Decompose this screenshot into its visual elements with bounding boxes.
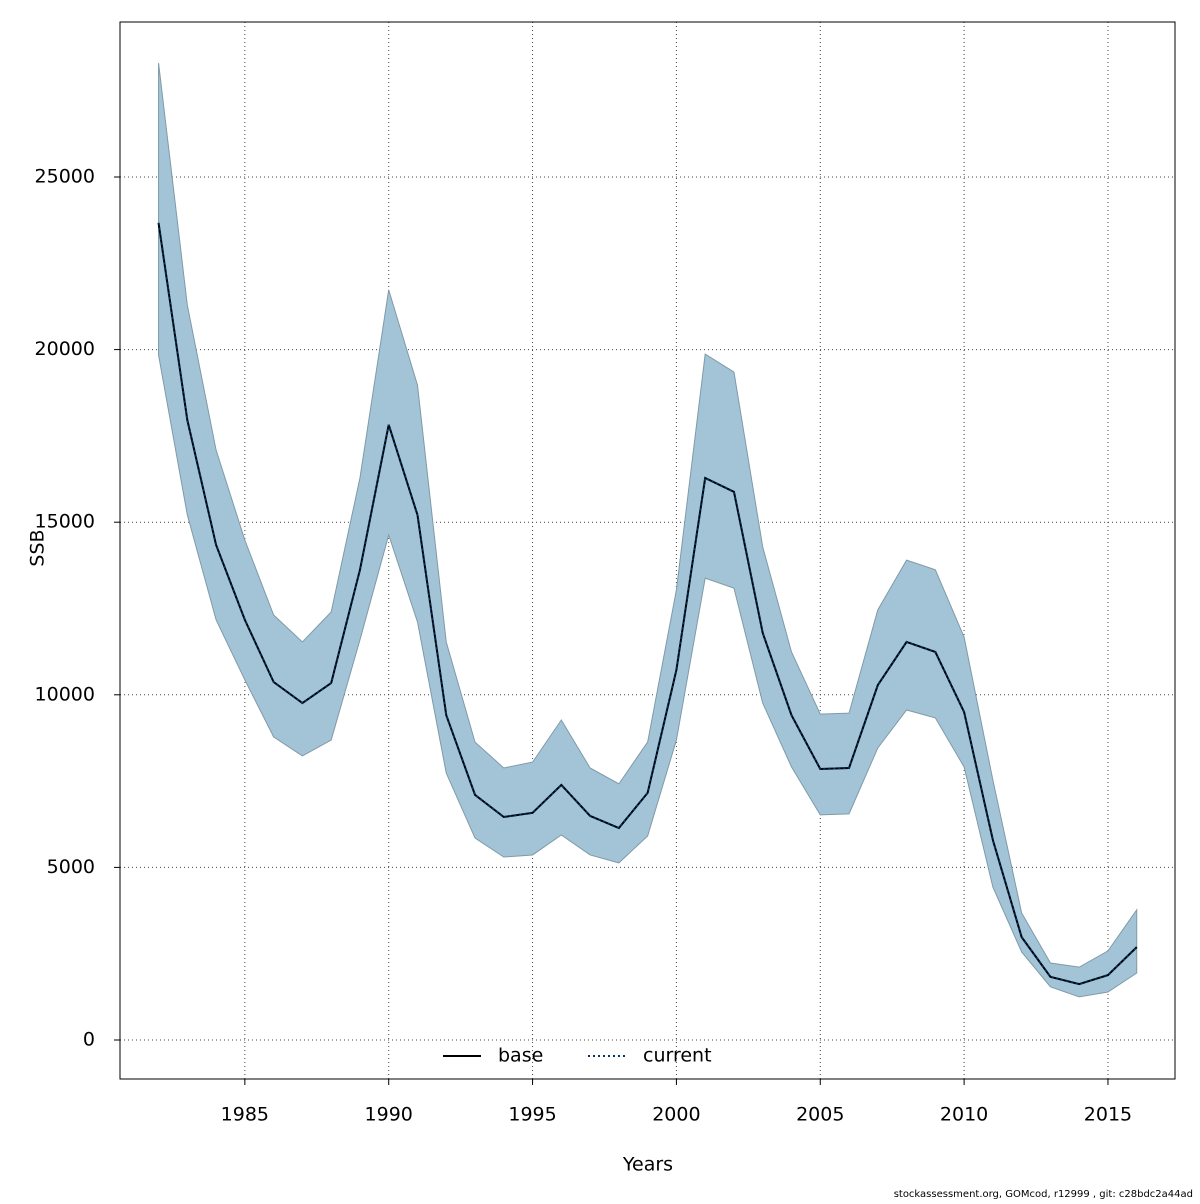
y-tick-label: 25000 (35, 165, 95, 187)
y-tick-label: 0 (83, 1028, 95, 1050)
y-axis-label: SSB (27, 529, 49, 566)
plot-frame (119, 21, 1176, 1080)
series-line (157, 222, 1138, 986)
x-tick-label: 1985 (221, 1104, 269, 1126)
legend-label: current (643, 1045, 712, 1067)
x-tick-label: 2000 (652, 1104, 700, 1126)
x-tick-label: 2010 (940, 1104, 988, 1126)
y-tick-label: 10000 (35, 683, 95, 705)
x-tick-label: 1990 (365, 1104, 413, 1126)
x-axis-label: Years (622, 1154, 673, 1176)
x-tick-label: 2005 (796, 1104, 844, 1126)
y-tick-label: 5000 (47, 856, 95, 878)
x-tick-label: 2015 (1084, 1104, 1132, 1126)
y-tick-label: 15000 (35, 511, 95, 533)
y-tick-label: 20000 (35, 338, 95, 360)
footer: stockassessment.org, GOMcod, r12999 , gi… (894, 1189, 1193, 1200)
confidence-band (158, 63, 1138, 998)
x-tick-label: 1995 (508, 1104, 556, 1126)
legend-label: base (498, 1045, 543, 1067)
